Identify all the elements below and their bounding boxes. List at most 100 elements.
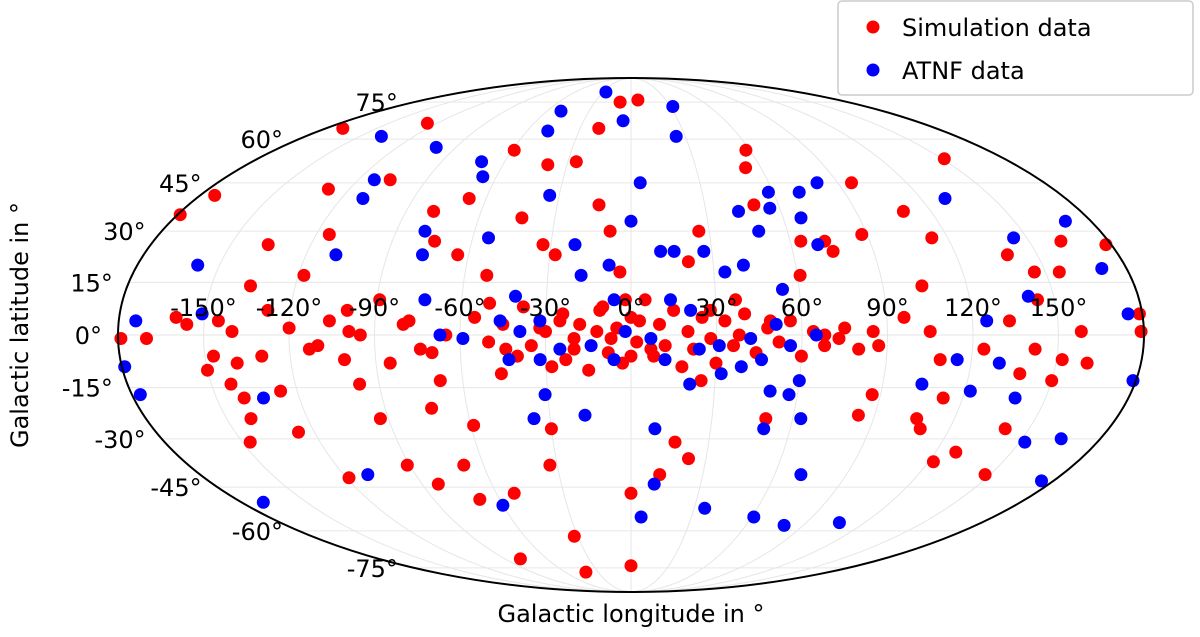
atnf-data-point <box>602 258 616 272</box>
simulation-data-point <box>709 356 723 370</box>
simulation-data-point <box>425 401 439 415</box>
simulation-data-point <box>297 268 311 282</box>
longitude-gridline <box>630 77 717 593</box>
atnf-data-point <box>950 353 964 367</box>
simulation-data-point <box>604 332 618 345</box>
simulation-data-point <box>681 255 695 269</box>
simulation-data-point <box>513 552 527 566</box>
plot-boundary <box>117 77 1145 593</box>
atnf-data-point <box>782 388 796 402</box>
simulation-data-point <box>739 143 753 157</box>
atnf-data-point <box>647 477 661 491</box>
atnf-data-point <box>543 188 557 202</box>
simulation-data-point <box>516 300 530 314</box>
simulation-data-point <box>1028 342 1042 356</box>
atnf-data-point <box>648 422 662 436</box>
simulation-data-point <box>480 268 494 282</box>
simulation-data-point <box>582 363 596 377</box>
simulation-data-point <box>759 412 773 426</box>
atnf-data-point <box>256 495 270 509</box>
simulation-data-point <box>255 349 269 363</box>
longitude-gridline <box>630 77 889 593</box>
simulation-data-point <box>420 116 434 130</box>
simulation-data-point <box>718 314 732 328</box>
simulation-data-point <box>631 93 645 107</box>
simulation-data-point <box>243 435 257 449</box>
simulation-data-point <box>451 248 465 262</box>
atnf-data-point <box>496 498 510 512</box>
atnf-data-point <box>992 356 1006 370</box>
atnf-data-point <box>809 328 823 342</box>
longitude-gridline <box>630 77 803 593</box>
atnf-data-point <box>963 384 977 398</box>
atnf-data-point <box>533 353 547 367</box>
atnf-data-point <box>763 384 777 398</box>
simulation-data-point <box>826 244 840 258</box>
simulation-data-point <box>311 339 325 353</box>
x-tick-label: -90° <box>349 294 400 322</box>
atnf-data-point <box>257 391 270 405</box>
atnf-data-point <box>792 374 806 388</box>
simulation-data-point <box>738 307 752 321</box>
atnf-data-point <box>568 238 582 252</box>
x-axis-label: Galactic longitude in ° <box>498 600 765 628</box>
simulation-data-point <box>274 384 288 398</box>
legend-marker-simulation <box>866 20 880 34</box>
simulation-data-point <box>949 445 963 459</box>
atnf-data-point <box>718 265 732 279</box>
simulation-data-point <box>832 332 846 345</box>
simulation-data-point <box>682 452 695 466</box>
atnf-data-point <box>794 468 808 482</box>
atnf-data-point <box>533 314 547 328</box>
simulation-data-point <box>545 360 559 374</box>
simulation-data-point <box>772 335 786 349</box>
simulation-data-point <box>261 238 275 252</box>
y-tick-label: -45° <box>150 474 201 502</box>
simulation-data-point <box>340 303 354 317</box>
simulation-data-point <box>353 328 367 342</box>
y-tick-label: 30° <box>103 218 146 246</box>
atnf-data-point <box>527 412 541 426</box>
atnf-data-point <box>456 332 470 345</box>
atnf-data-point <box>502 353 516 367</box>
simulation-data-point <box>173 208 187 222</box>
simulation-data-point <box>592 198 606 212</box>
simulation-data-point <box>483 296 497 310</box>
atnf-data-point <box>644 332 658 345</box>
atnf-data-point <box>191 258 205 272</box>
simulation-data-point <box>794 234 808 248</box>
simulation-data-point <box>230 356 244 370</box>
x-tick-label: 0° <box>617 294 644 322</box>
simulation-data-point <box>1080 356 1094 370</box>
simulation-data-point <box>114 332 128 345</box>
atnf-data-point <box>133 388 147 402</box>
atnf-data-point <box>356 192 370 205</box>
simulation-data-point <box>425 346 439 360</box>
simulation-data-point <box>556 307 570 321</box>
simulation-data-point <box>923 325 937 338</box>
x-tick-label: 90° <box>866 294 909 322</box>
simulation-data-point <box>630 335 644 349</box>
simulation-data-point <box>413 342 427 356</box>
simulation-data-point <box>852 342 866 356</box>
simulation-data-point <box>793 268 807 282</box>
atnf-data-point <box>794 211 808 225</box>
atnf-data-point <box>418 224 432 238</box>
simulation-data-point <box>524 339 538 353</box>
legend: Simulation data ATNF data <box>837 0 1194 96</box>
simulation-data-point <box>977 342 991 356</box>
simulation-data-point <box>653 317 666 331</box>
simulation-data-point <box>1027 265 1041 279</box>
longitude-gridline <box>630 77 1060 593</box>
simulation-data-point <box>653 468 667 482</box>
atnf-data-point <box>541 124 555 138</box>
x-tick-label: -30° <box>520 294 571 322</box>
simulation-data-point <box>933 353 947 367</box>
simulation-data-point <box>694 374 708 388</box>
y-tick-label: 15° <box>70 269 113 297</box>
simulation-data-point <box>373 412 387 426</box>
atnf-data-point <box>599 85 613 99</box>
x-tick-label: -120° <box>256 294 322 322</box>
simulation-data-point <box>596 300 610 314</box>
atnf-data-point <box>811 238 825 252</box>
